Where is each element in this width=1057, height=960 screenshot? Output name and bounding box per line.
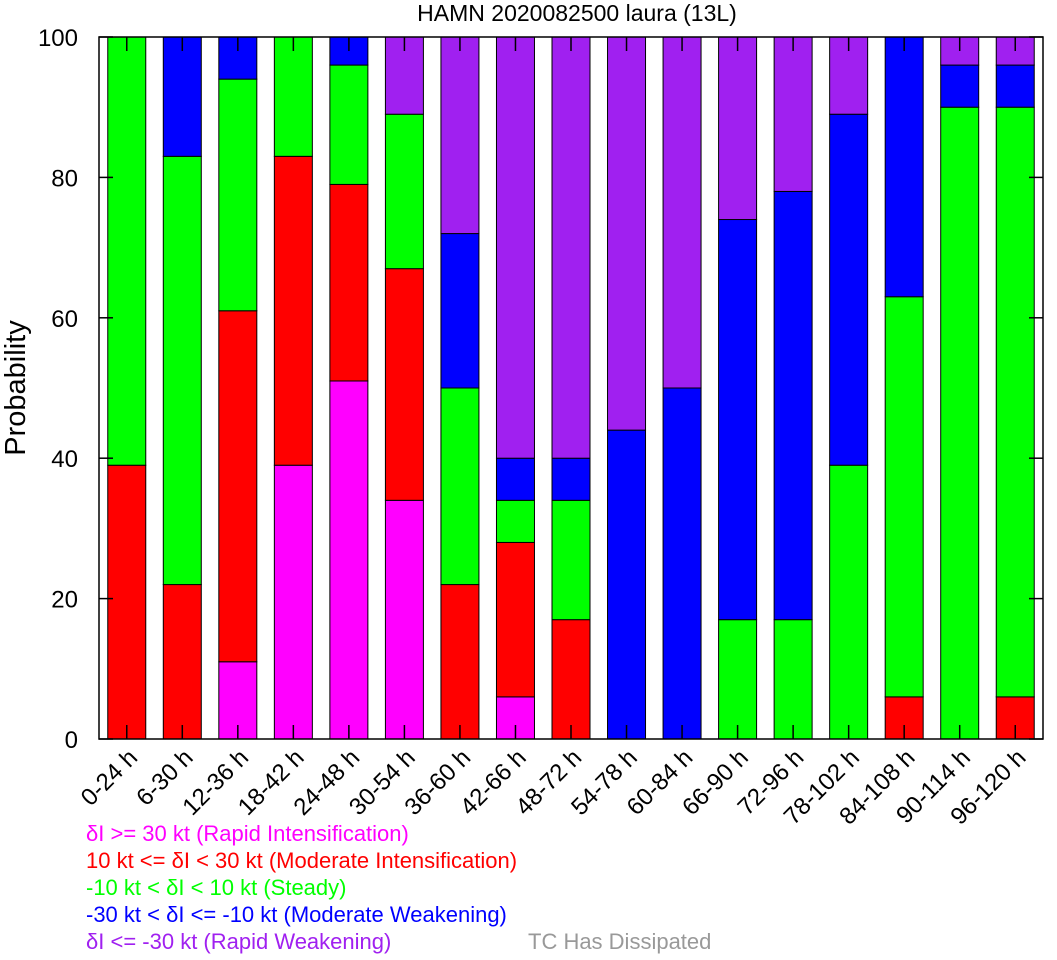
bar-steady-30-54-h [384, 113, 424, 270]
y-tick-label: 40 [51, 446, 78, 473]
chart-title: HAMN 2020082500 laura (13L) [417, 0, 737, 26]
bar-steady-6-30-h [162, 155, 202, 586]
y-tick-label: 80 [51, 165, 78, 192]
y-tick-label: 100 [38, 25, 78, 52]
bar-steady-24-48-h [329, 64, 369, 185]
bar-moderate-weakening-72-96-h [773, 190, 813, 621]
bar-steady-12-36-h [218, 78, 258, 312]
legend-dissipated: TC Has Dissipated [528, 929, 712, 954]
y-tick-label: 0 [65, 727, 78, 754]
bar-moderate-intensification-0-24-h [107, 464, 147, 740]
bar-moderate-intensification-18-42-h [273, 155, 313, 466]
bar-moderate-weakening-78-102-h [829, 113, 869, 466]
bar-moderate-intensification-24-48-h [329, 183, 369, 382]
legend-rapid-weakening: δI <= -30 kt (Rapid Weakening) [86, 929, 392, 954]
bar-rapid-weakening-54-78-h [607, 36, 647, 431]
bar-steady-78-102-h [829, 464, 869, 740]
legend-rapid-intensification: δI >= 30 kt (Rapid Intensification) [86, 821, 409, 846]
y-tick-label: 60 [51, 306, 78, 333]
y-axis-label: Probability [0, 320, 32, 456]
bar-layer [107, 36, 1035, 740]
bar-steady-18-42-h [273, 36, 313, 157]
y-tick-label: 20 [51, 587, 78, 614]
bar-moderate-weakening-54-78-h [607, 429, 647, 740]
bar-steady-36-60-h [440, 387, 480, 586]
legend-steady: -10 kt < δI < 10 kt (Steady) [86, 875, 347, 900]
bar-rapid-weakening-36-60-h [440, 36, 480, 235]
bar-moderate-intensification-48-72-h [551, 619, 591, 740]
bar-rapid-weakening-30-54-h [384, 36, 424, 115]
bar-moderate-weakening-60-84-h [662, 387, 702, 740]
bar-rapid-intensification-24-48-h [329, 380, 369, 740]
bar-moderate-intensification-36-60-h [440, 584, 480, 740]
bar-rapid-intensification-18-42-h [273, 464, 313, 740]
bar-moderate-intensification-12-36-h [218, 310, 258, 663]
bar-moderate-intensification-6-30-h [162, 584, 202, 740]
bar-moderate-weakening-90-114-h [940, 64, 980, 108]
legend-moderate-weakening: -30 kt < δI <= -10 kt (Moderate Weakenin… [86, 902, 507, 927]
bar-moderate-weakening-84-108-h [884, 36, 924, 298]
x-tick-label: 0-24 h [76, 744, 143, 811]
bar-steady-96-120-h [995, 106, 1035, 698]
bar-steady-48-72-h [551, 499, 591, 621]
bar-rapid-weakening-48-72-h [551, 36, 591, 459]
bar-steady-42-66-h [495, 499, 535, 543]
bar-steady-0-24-h [107, 36, 147, 466]
bar-steady-72-96-h [773, 619, 813, 740]
bar-moderate-weakening-48-72-h [551, 457, 591, 501]
bar-moderate-intensification-42-66-h [495, 541, 535, 698]
legend-moderate-intensification: 10 kt <= δI < 30 kt (Moderate Intensific… [86, 848, 518, 873]
bar-rapid-weakening-72-96-h [773, 36, 813, 192]
bar-steady-84-108-h [884, 296, 924, 698]
bar-moderate-weakening-42-66-h [495, 457, 535, 501]
bar-steady-66-90-h [718, 619, 758, 740]
bar-moderate-weakening-6-30-h [162, 36, 202, 157]
bar-rapid-weakening-66-90-h [718, 36, 758, 221]
bar-rapid-intensification-30-54-h [384, 499, 424, 740]
bar-rapid-weakening-42-66-h [495, 36, 535, 459]
bar-moderate-intensification-30-54-h [384, 268, 424, 501]
bar-moderate-weakening-66-90-h [718, 219, 758, 621]
bar-moderate-weakening-36-60-h [440, 233, 480, 389]
bar-moderate-weakening-96-120-h [995, 64, 1035, 108]
bar-rapid-weakening-60-84-h [662, 36, 702, 389]
bar-steady-90-114-h [940, 106, 980, 740]
